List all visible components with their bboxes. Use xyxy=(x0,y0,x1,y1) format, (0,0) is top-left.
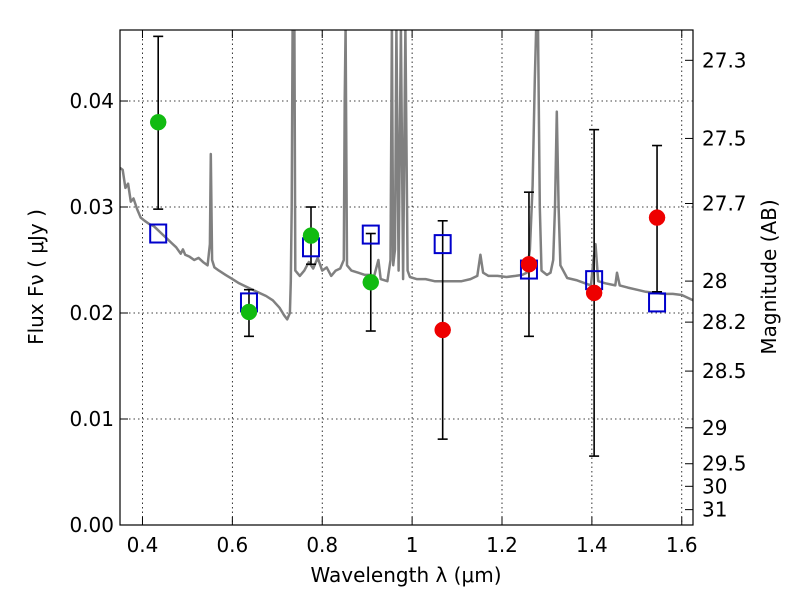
y-axis-label: Flux Fν ( μJy ) xyxy=(24,209,48,345)
right-tick-label: 28 xyxy=(702,269,727,293)
plot-frame xyxy=(119,29,694,526)
error-bars xyxy=(153,35,663,457)
right-tick-label: 30 xyxy=(702,474,727,498)
x-tick-label: 1 xyxy=(406,533,419,557)
right-tick-label: 27.5 xyxy=(702,126,747,150)
y-tick-label: 0.03 xyxy=(69,195,114,219)
observed-flux-point xyxy=(434,321,451,339)
observed-flux-point xyxy=(240,303,258,321)
right-tick-label: 31 xyxy=(702,498,727,522)
y-tick-label: 0.04 xyxy=(69,89,114,113)
y-tick-label: 0.01 xyxy=(69,407,114,431)
observed-flux-point xyxy=(520,256,538,273)
x-tick-label: 1.4 xyxy=(576,533,608,557)
observed-flux-point xyxy=(149,113,167,131)
x-tick-label: 1.6 xyxy=(666,533,698,557)
model-flux-marker xyxy=(149,223,168,244)
right-tick-label: 27.3 xyxy=(702,48,747,72)
model-flux-marker xyxy=(361,224,380,245)
observed-flux-markers xyxy=(149,113,666,339)
observed-flux-point xyxy=(585,284,603,302)
right-tick-label: 28.5 xyxy=(702,359,747,383)
right-axis-label: Magnitude (AB) xyxy=(757,199,781,354)
x-tick-label: 0.4 xyxy=(127,533,159,557)
x-axis-ticks: 0.4 0.6 0.8 1 1.2 1.4 1.6 xyxy=(127,30,698,557)
right-tick-label: 29 xyxy=(702,416,727,440)
right-tick-label: 29.5 xyxy=(702,452,747,476)
y-axis-ticks: 0.00 0.01 0.02 0.03 0.04 xyxy=(69,89,128,537)
model-flux-marker xyxy=(433,234,452,255)
y-tick-label: 0.02 xyxy=(69,301,114,325)
x-axis-label: Wavelength λ (μm) xyxy=(310,563,501,587)
observed-flux-point xyxy=(648,209,666,226)
x-tick-label: 0.8 xyxy=(306,533,338,557)
observed-flux-point xyxy=(302,227,320,244)
x-tick-label: 0.6 xyxy=(216,533,248,557)
model-flux-marker xyxy=(648,292,667,313)
x-tick-label: 1.2 xyxy=(486,533,518,557)
observed-flux-point xyxy=(362,274,380,291)
y-tick-label: 0.00 xyxy=(69,513,114,537)
right-tick-label: 28.2 xyxy=(702,310,747,334)
plot-area xyxy=(120,30,693,457)
right-tick-label: 27.7 xyxy=(702,192,747,216)
